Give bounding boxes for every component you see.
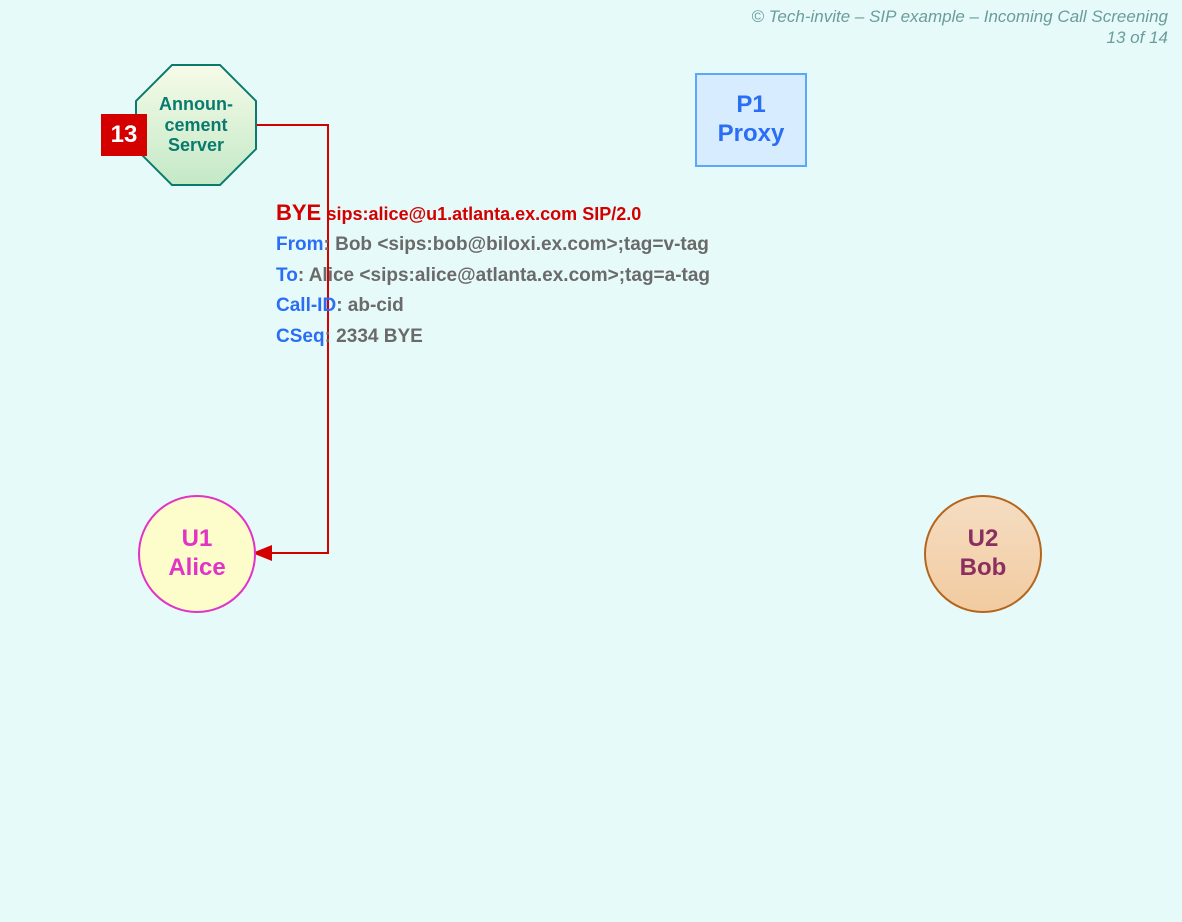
- sip-header-line: From: Bob <sips:bob@biloxi.ex.com>;tag=v…: [276, 230, 710, 260]
- sip-method: BYE: [276, 200, 321, 225]
- sip-header-name: From: [276, 234, 324, 255]
- sip-header-name: Call-ID: [276, 295, 336, 316]
- node-u2-bob: U2 Bob: [924, 495, 1042, 613]
- sip-request-line: BYE sips:alice@u1.atlanta.ex.com SIP/2.0: [276, 195, 710, 230]
- node-label-line: Server: [159, 135, 233, 156]
- node-label-line: Announ-: [159, 94, 233, 115]
- sip-header-line: To: Alice <sips:alice@atlanta.ex.com>;ta…: [276, 261, 710, 291]
- sip-header-value: Alice <sips:alice@atlanta.ex.com>;tag=a-…: [304, 265, 710, 286]
- node-label-line: U1: [168, 525, 225, 554]
- step-number-badge: 13: [101, 114, 147, 156]
- sip-header-value: ab-cid: [343, 295, 404, 316]
- sip-header-line: CSeq: 2334 BYE: [276, 322, 710, 352]
- sip-header-line: Call-ID: ab-cid: [276, 291, 710, 321]
- node-announcement-server: Announ- cement Server: [135, 64, 257, 186]
- sip-header-value: Bob <sips:bob@biloxi.ex.com>;tag=v-tag: [330, 234, 709, 255]
- page-counter: 13 of 14: [751, 27, 1168, 48]
- node-p1-proxy: P1 Proxy: [695, 73, 807, 167]
- sip-header-name: To: [276, 265, 298, 286]
- step-number: 13: [111, 121, 138, 149]
- sip-message-block: BYE sips:alice@u1.atlanta.ex.com SIP/2.0…: [276, 195, 710, 352]
- node-label-line: cement: [159, 115, 233, 136]
- node-label-line: Proxy: [718, 120, 785, 149]
- node-label-line: U2: [960, 525, 1007, 554]
- copyright-text: © Tech-invite – SIP example – Incoming C…: [751, 6, 1168, 27]
- node-u1-alice: U1 Alice: [138, 495, 256, 613]
- sip-header-value: 2334 BYE: [331, 326, 423, 347]
- node-label-line: Bob: [960, 554, 1007, 583]
- sip-request-uri: sips:alice@u1.atlanta.ex.com SIP/2.0: [327, 204, 642, 224]
- node-label-line: P1: [718, 91, 785, 120]
- sip-header-name: CSeq: [276, 326, 325, 347]
- diagram-header: © Tech-invite – SIP example – Incoming C…: [751, 6, 1168, 49]
- node-label-line: Alice: [168, 554, 225, 583]
